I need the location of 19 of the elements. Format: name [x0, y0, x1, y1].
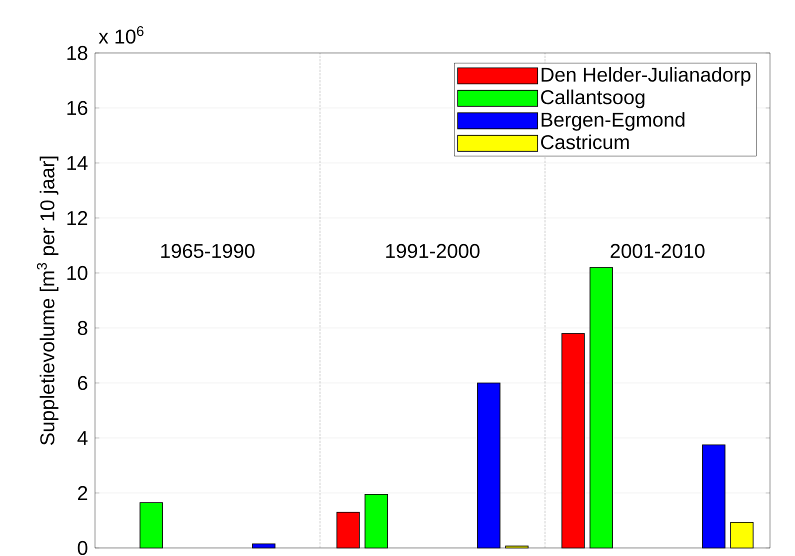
- legend-label: Den Helder-Julianadorp: [542, 67, 750, 86]
- y-axis-title: Suppletievolume [m$^{3}$ per 10 jaar]: [36, 156, 58, 445]
- legend-label: Callantsoog: [541, 90, 644, 108]
- x-tick-label: 2001-2010: [610, 244, 705, 258]
- y-tick-label: 12: [67, 211, 88, 225]
- y-tick-label: 8: [78, 320, 88, 336]
- y-tick-label: 16: [67, 100, 88, 116]
- y-tick-label: 2: [78, 486, 88, 500]
- y-tick-label: 0: [78, 540, 88, 556]
- y-tick-label: 10: [67, 266, 88, 280]
- y-tick-label: 4: [77, 431, 88, 445]
- y-tick-label: 14: [67, 156, 88, 170]
- y-tick-label: 6: [78, 376, 88, 390]
- x-tick-label: 1965-1990: [161, 244, 255, 258]
- y-tick-label: 18: [67, 46, 88, 60]
- x-tick-label: 1991-2000: [386, 244, 480, 258]
- text: x 10$^{6}$: [98, 26, 144, 44]
- legend-label: Bergen-Egmond: [542, 112, 684, 131]
- legend-label: Castricum: [541, 134, 629, 150]
